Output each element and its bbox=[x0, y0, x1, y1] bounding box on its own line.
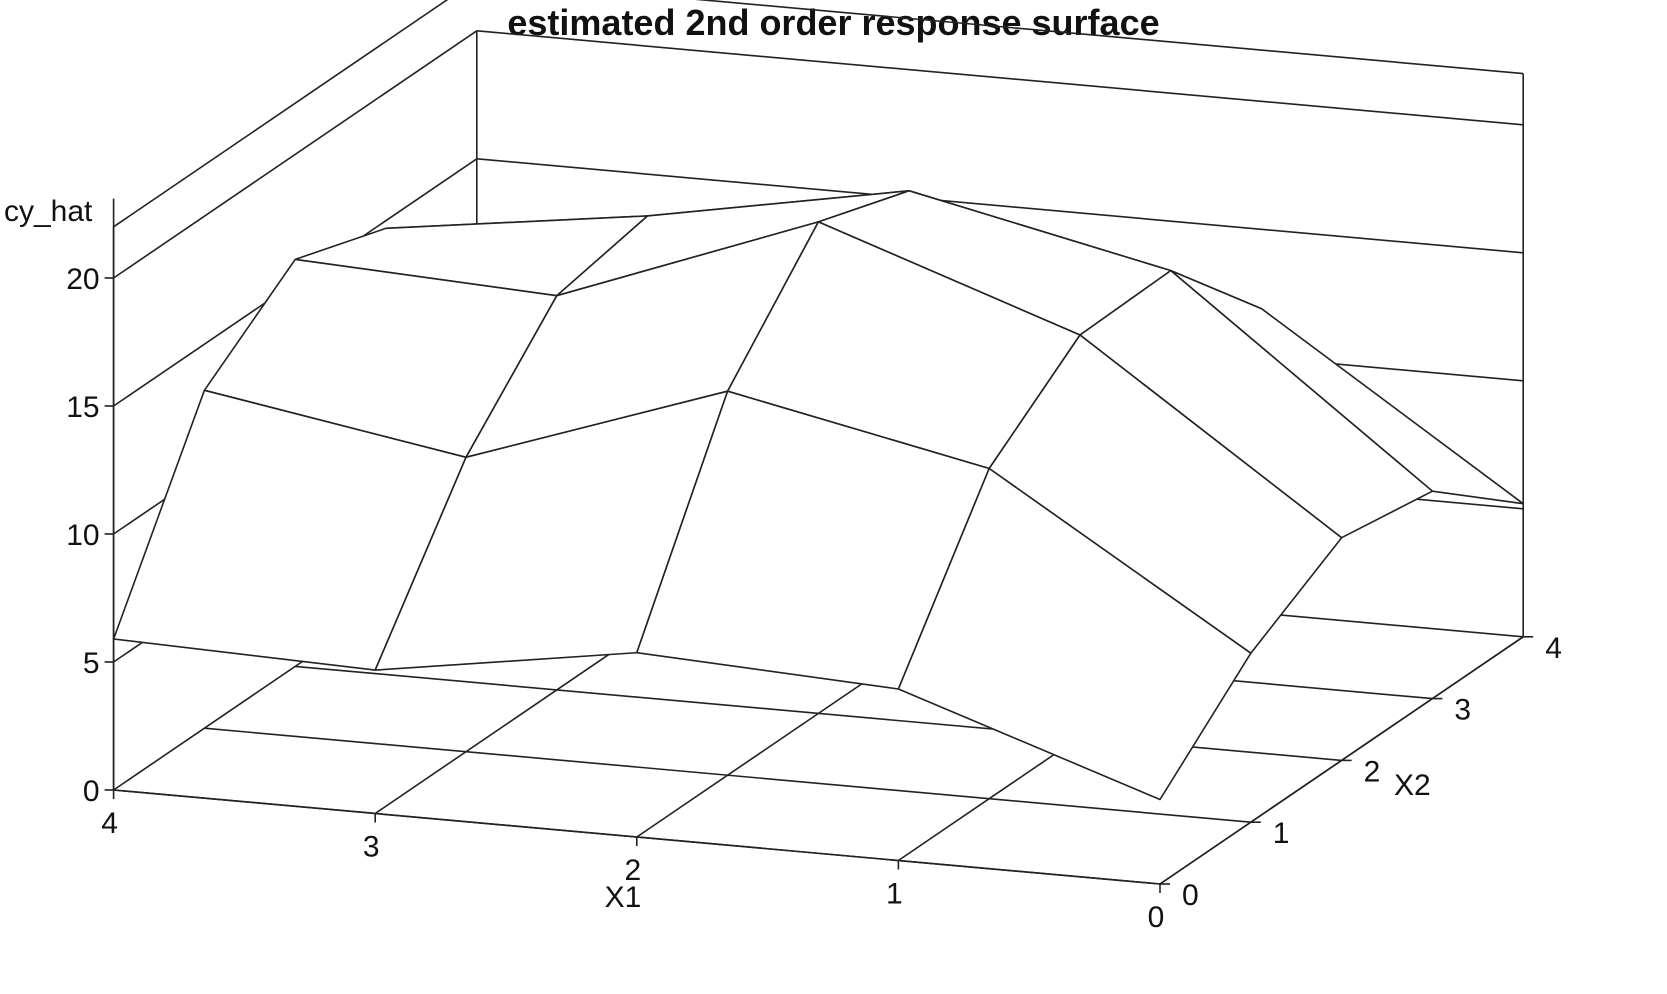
x-axis-label: X1 bbox=[605, 881, 642, 914]
y-tick-label: 1 bbox=[1273, 817, 1290, 850]
z-axis-label: cy_hat bbox=[4, 195, 93, 228]
wall-z-gridline bbox=[476, 158, 1524, 254]
floor-gridline bbox=[204, 727, 1251, 823]
z-tick-label: 15 bbox=[66, 391, 99, 424]
y-tick-label: 3 bbox=[1454, 694, 1471, 727]
wall-z-gridline bbox=[113, 30, 478, 279]
y-tick-label: 0 bbox=[1182, 879, 1199, 912]
z-tick-label: 5 bbox=[83, 647, 100, 680]
wall-top-edge bbox=[113, 0, 449, 228]
wall-top-edge bbox=[694, 0, 1524, 75]
response-surface bbox=[112, 190, 1524, 801]
wall-z-gridline bbox=[476, 30, 1524, 126]
x-tick-label: 2 bbox=[624, 854, 641, 887]
z-tick-label: 20 bbox=[66, 263, 99, 296]
x-tick-label: 4 bbox=[101, 807, 118, 840]
z-tick-label: 10 bbox=[66, 519, 99, 552]
y-tick-label: 4 bbox=[1545, 632, 1562, 665]
x-tick-label: 3 bbox=[363, 831, 380, 864]
y-axis-label: X2 bbox=[1394, 769, 1431, 802]
y-tick-label: 2 bbox=[1364, 755, 1381, 788]
chart-title: estimated 2nd order response surface bbox=[507, 2, 1160, 43]
z-tick-label: 0 bbox=[83, 775, 100, 808]
surface-cell bbox=[897, 467, 1252, 801]
x-tick-label: 0 bbox=[1148, 901, 1165, 934]
x-tick-label: 1 bbox=[886, 878, 903, 911]
